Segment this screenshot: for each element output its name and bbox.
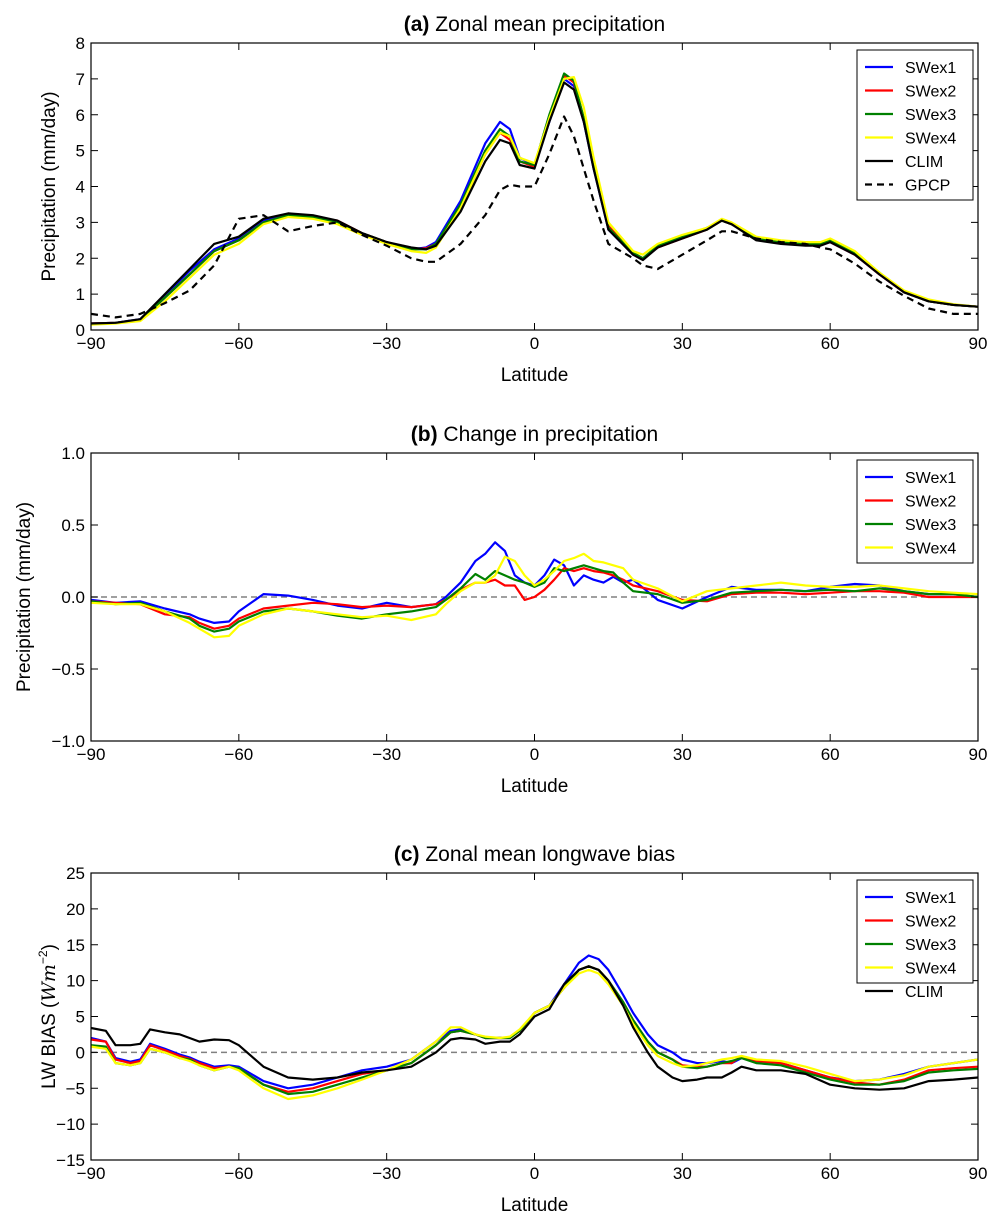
y-tick-label: −15 <box>56 1151 85 1170</box>
y-tick-label: 5 <box>76 1008 85 1027</box>
x-tick-label: −30 <box>372 745 401 764</box>
series-line-swex2 <box>90 965 979 1093</box>
x-tick-label: 60 <box>821 745 840 764</box>
series-line-swex3 <box>90 564 979 633</box>
series-line-swex1 <box>90 77 979 325</box>
y-axis-label: Precipitation (mm/day) <box>39 91 60 281</box>
panel-c: (c) Zonal mean longwave bias −90 −60 −30 0 30… <box>36 843 987 1215</box>
legend: SWex1 SWex2 SWex3 SWex4 CLIM <box>856 879 974 1001</box>
x-tick-label: 60 <box>821 1164 840 1183</box>
y-tick-label: −10 <box>56 1115 85 1134</box>
y-tick-label: 15 <box>66 936 85 955</box>
y-tick-label: −0.5 <box>51 660 85 679</box>
x-tick-label: 0 <box>530 745 539 764</box>
chart-title-prefix: (c) <box>394 843 420 866</box>
chart-title: (a) Zonal mean precipitation <box>404 13 665 36</box>
legend-label-swex3: SWex3 <box>905 937 956 954</box>
x-tick-label: −60 <box>224 745 253 764</box>
y-tick-label: 7 <box>76 70 85 89</box>
legend-label-swex1: SWex1 <box>905 470 956 487</box>
legend-label-swex3: SWex3 <box>905 107 956 124</box>
y-tick-label: 0.5 <box>61 516 85 535</box>
legend-label-swex3: SWex3 <box>905 517 956 534</box>
x-tick-label: 30 <box>673 1164 692 1183</box>
x-tick-label: −30 <box>372 334 401 353</box>
legend-box <box>856 49 974 201</box>
legend: SWex1 SWex2 SWex3 SWex4 CLIM GPCP <box>856 49 974 201</box>
series-line-gpcp <box>90 115 978 319</box>
chart-title: (c) Zonal mean longwave bias <box>394 843 675 866</box>
legend-label-clim: CLIM <box>905 154 943 171</box>
y-tick-label: 10 <box>66 972 85 991</box>
series-line-swex4 <box>90 75 979 326</box>
y-axis-label: LW BIAS (Wm−2) <box>36 944 60 1089</box>
series-line-swex3 <box>90 965 979 1096</box>
legend-label-clim: CLIM <box>905 984 943 1001</box>
x-tick-label: −30 <box>372 1164 401 1183</box>
series-line-swex4 <box>90 552 979 639</box>
legend-label-swex4: SWex4 <box>905 541 956 558</box>
x-axis-label: Latitude <box>501 776 569 797</box>
x-tick-label: 60 <box>821 334 840 353</box>
series-line-swex1 <box>90 541 979 625</box>
y-tick-label: 20 <box>66 900 85 919</box>
chart-title: (b) Change in precipitation <box>411 423 658 446</box>
chart-title-prefix: (a) <box>404 13 430 36</box>
y-tick-label: −1.0 <box>51 732 85 751</box>
series-line-clim <box>90 81 979 325</box>
y-tick-label: 5 <box>76 142 85 161</box>
y-tick-label: 25 <box>66 864 85 883</box>
legend-label-gpcp: GPCP <box>905 178 950 195</box>
x-tick-label: 30 <box>673 334 692 353</box>
panel-b: (b) Change in precipitation −90 −60 −30 0 30 6… <box>14 423 987 797</box>
x-tick-label: 90 <box>969 334 988 353</box>
x-tick-label: 90 <box>969 745 988 764</box>
y-axis-label: Precipitation (mm/day) <box>14 502 35 692</box>
x-tick-label: −60 <box>224 334 253 353</box>
plot-frame <box>90 42 979 331</box>
x-tick-label: −90 <box>77 745 106 764</box>
series-line-swex2 <box>90 567 978 630</box>
y-tick-label: 4 <box>76 178 85 197</box>
x-tick-label: −90 <box>77 1164 106 1183</box>
x-axis-label: Latitude <box>501 1195 569 1215</box>
y-tick-label: 8 <box>76 34 85 53</box>
chart-title-text: Zonal mean precipitation <box>435 13 665 36</box>
y-tick-label: 0 <box>76 1043 85 1062</box>
x-tick-label: 0 <box>530 1164 539 1183</box>
legend-label-swex2: SWex2 <box>905 494 956 511</box>
legend-label-swex4: SWex4 <box>905 131 956 148</box>
chart-title-prefix: (b) <box>411 423 438 446</box>
x-axis-label: Latitude <box>501 365 569 386</box>
series-line-swex2 <box>90 74 979 325</box>
chart-title-text: Zonal mean longwave bias <box>425 843 675 866</box>
x-tick-label: −90 <box>77 334 106 353</box>
legend-label-swex2: SWex2 <box>905 84 956 101</box>
y-tick-label: 3 <box>76 213 85 232</box>
panel-a: (a) Zonal mean precipitation−90 −60 −30 0 30… <box>39 13 987 386</box>
x-tick-label: 0 <box>530 334 539 353</box>
legend-label-swex1: SWex1 <box>905 60 956 77</box>
x-tick-label: −60 <box>224 1164 253 1183</box>
x-tick-label: 90 <box>969 1164 988 1183</box>
series-line-swex4 <box>90 968 979 1101</box>
series-line-swex3 <box>90 72 979 325</box>
y-tick-label: 0 <box>76 321 85 340</box>
y-tick-label: 6 <box>76 106 85 125</box>
y-tick-label: 2 <box>76 249 85 268</box>
x-tick-label: 30 <box>673 745 692 764</box>
legend-label-swex2: SWex2 <box>905 914 956 931</box>
legend: SWex1 SWex2 SWex3 SWex4 <box>856 459 974 564</box>
legend-label-swex4: SWex4 <box>905 961 956 978</box>
y-tick-label: 1.0 <box>61 444 85 463</box>
chart-title-text: Change in precipitation <box>443 423 658 446</box>
y-tick-label: 1 <box>76 285 85 304</box>
y-tick-label: −5 <box>66 1079 85 1098</box>
legend-label-swex1: SWex1 <box>905 890 956 907</box>
y-tick-label: 0.0 <box>61 588 85 607</box>
series-line-clim <box>90 965 979 1091</box>
